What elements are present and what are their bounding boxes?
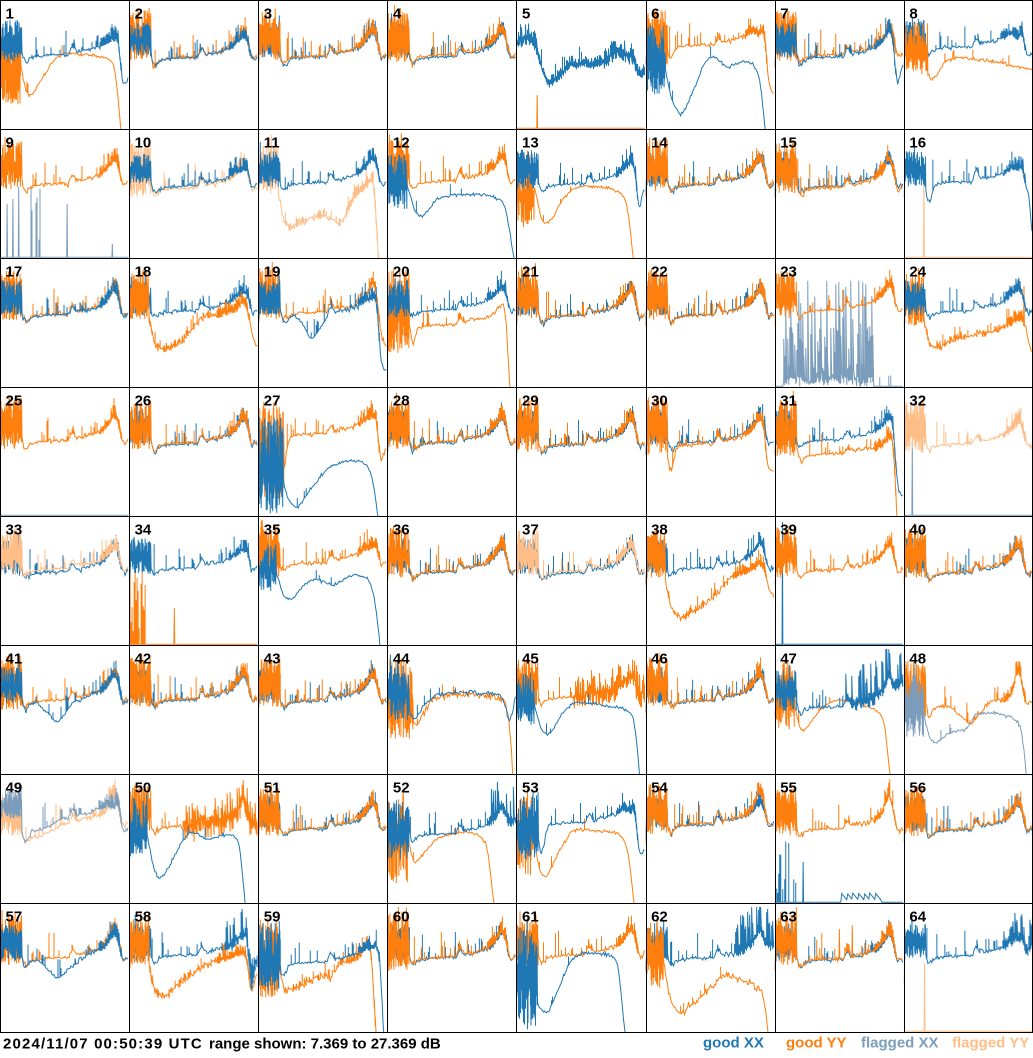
svg-text:34: 34: [135, 522, 152, 539]
svg-text:15: 15: [780, 135, 797, 152]
svg-text:51: 51: [264, 780, 281, 797]
svg-text:45: 45: [522, 651, 539, 668]
svg-text:59: 59: [264, 909, 281, 926]
svg-text:33: 33: [6, 522, 23, 539]
svg-text:good XX: good XX: [703, 1035, 764, 1052]
svg-text:57: 57: [6, 909, 23, 926]
svg-text:53: 53: [522, 780, 539, 797]
svg-text:29: 29: [522, 393, 539, 410]
svg-text:36: 36: [393, 522, 410, 539]
svg-text:42: 42: [135, 651, 152, 668]
svg-text:flagged YY: flagged YY: [952, 1035, 1029, 1052]
svg-text:2024/11/07 00:50:39 UTC: 2024/11/07 00:50:39 UTC: [3, 1036, 203, 1053]
svg-text:56: 56: [909, 780, 926, 797]
svg-text:50: 50: [135, 780, 152, 797]
svg-text:22: 22: [651, 264, 668, 281]
svg-text:16: 16: [909, 135, 926, 152]
svg-text:21: 21: [522, 264, 539, 281]
svg-text:54: 54: [651, 780, 668, 797]
svg-text:7: 7: [780, 6, 788, 23]
svg-text:3: 3: [264, 6, 272, 23]
svg-text:11: 11: [264, 135, 280, 152]
svg-text:flagged XX: flagged XX: [861, 1035, 939, 1052]
svg-text:48: 48: [909, 651, 926, 668]
svg-text:5: 5: [522, 6, 530, 23]
svg-text:32: 32: [909, 393, 926, 410]
svg-text:63: 63: [780, 909, 797, 926]
svg-text:28: 28: [393, 393, 410, 410]
svg-text:10: 10: [135, 135, 152, 152]
svg-text:25: 25: [6, 393, 23, 410]
svg-text:1: 1: [6, 6, 14, 23]
svg-text:64: 64: [909, 909, 926, 926]
svg-text:49: 49: [6, 780, 23, 797]
svg-text:61: 61: [522, 909, 539, 926]
svg-text:27: 27: [264, 393, 281, 410]
svg-text:41: 41: [6, 651, 23, 668]
svg-text:58: 58: [135, 909, 152, 926]
svg-text:39: 39: [780, 522, 797, 539]
svg-text:2: 2: [135, 6, 143, 23]
svg-text:44: 44: [393, 651, 410, 668]
svg-text:47: 47: [780, 651, 797, 668]
svg-text:4: 4: [393, 6, 402, 23]
svg-text:18: 18: [135, 264, 152, 281]
svg-text:46: 46: [651, 651, 668, 668]
svg-text:60: 60: [393, 909, 410, 926]
svg-text:20: 20: [393, 264, 410, 281]
svg-text:good YY: good YY: [786, 1035, 847, 1052]
svg-text:8: 8: [909, 6, 917, 23]
svg-text:35: 35: [264, 522, 281, 539]
svg-text:19: 19: [264, 264, 281, 281]
svg-text:31: 31: [780, 393, 797, 410]
svg-text:13: 13: [522, 135, 539, 152]
svg-text:38: 38: [651, 522, 668, 539]
svg-text:37: 37: [522, 522, 539, 539]
svg-text:14: 14: [651, 135, 668, 152]
svg-text:62: 62: [651, 909, 668, 926]
svg-text:9: 9: [6, 135, 14, 152]
svg-text:17: 17: [6, 264, 23, 281]
svg-text:23: 23: [780, 264, 797, 281]
svg-text:55: 55: [780, 780, 797, 797]
svg-text:24: 24: [909, 264, 926, 281]
svg-text:52: 52: [393, 780, 410, 797]
svg-text:6: 6: [651, 6, 659, 23]
svg-text:40: 40: [909, 522, 926, 539]
svg-text:range shown: 7.369 to 27.369 d: range shown: 7.369 to 27.369 dB: [209, 1036, 441, 1053]
svg-text:12: 12: [393, 135, 410, 152]
svg-text:30: 30: [651, 393, 668, 410]
svg-text:26: 26: [135, 393, 152, 410]
svg-text:43: 43: [264, 651, 281, 668]
